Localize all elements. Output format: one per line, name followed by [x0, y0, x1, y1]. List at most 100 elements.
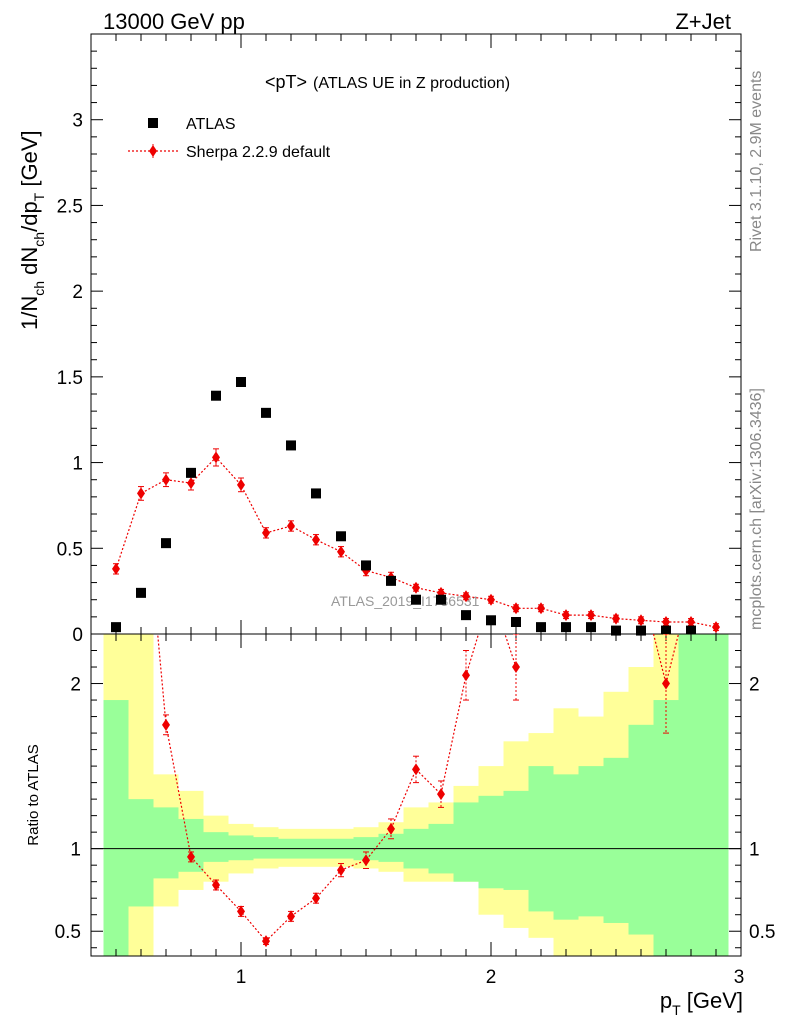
legend-sherpa-label: Sherpa 2.2.9 default — [186, 144, 331, 161]
sherpa-point — [537, 602, 545, 615]
sherpa-ratio-point — [437, 788, 445, 801]
sherpa-point — [212, 451, 220, 464]
plot-title: <pT> — [265, 72, 307, 92]
uncertainty-band-green — [703, 634, 729, 956]
sherpa-ratio-line-segment — [665, 634, 680, 684]
y-tick-label: 3 — [72, 111, 83, 132]
atlas-point — [111, 622, 121, 633]
sherpa-ratio-point — [187, 850, 195, 863]
sherpa-ratio-point — [362, 854, 370, 867]
sherpa-ratio-point — [162, 718, 170, 731]
ratio-panel: 0.5 0.5 1 1 2 2 1 2 3 Ratio to ATLAS pT [GeV] — [25, 633, 775, 1018]
energy-label: 13000 GeV pp — [103, 9, 245, 34]
uncertainty-band-green — [478, 795, 504, 889]
sherpa-point — [237, 478, 245, 491]
sherpa-point — [137, 487, 145, 500]
sherpa-point — [637, 614, 645, 627]
legend-sherpa-marker — [149, 145, 157, 157]
y-tick-label: 1.5 — [57, 368, 83, 389]
atlas-point — [211, 390, 221, 401]
sherpa-ratio-point — [262, 935, 270, 948]
sherpa-point — [512, 602, 520, 615]
atlas-point — [311, 488, 321, 499]
uncertainty-band-green — [228, 835, 254, 861]
atlas-point — [161, 538, 171, 549]
sherpa-point — [687, 616, 695, 628]
uncertainty-band-green — [603, 757, 629, 923]
atlas-point — [636, 625, 646, 636]
uncertainty-band-green — [678, 634, 704, 956]
sherpa-point — [562, 609, 570, 622]
uncertainty-band-green — [178, 818, 204, 872]
x-tick-label: 1 — [236, 967, 247, 988]
uncertainty-band-green — [128, 799, 154, 907]
atlas-point — [511, 617, 521, 627]
atlas-point — [286, 440, 296, 451]
sherpa-point — [612, 612, 620, 625]
atlas-point — [686, 625, 696, 636]
legend: ATLAS Sherpa 2.2.9 default — [128, 116, 331, 161]
y-tick-label: 2 — [72, 282, 83, 303]
atlas-point — [611, 625, 621, 636]
rivet-label: Rivet 3.1.10, 2.9M events — [748, 71, 765, 252]
y-tick-label: 0.5 — [57, 539, 83, 560]
x-axis-label: pT [GeV] — [660, 988, 743, 1018]
ratio-y-tick-label: 2 — [70, 675, 81, 696]
sherpa-point — [337, 545, 345, 558]
sherpa-point — [287, 520, 295, 532]
y-axis-label-sub: T — [31, 192, 47, 201]
atlas-point — [186, 467, 196, 478]
sherpa-ratio-point — [412, 763, 420, 776]
uncertainty-band-green — [628, 724, 654, 935]
atlas-point — [236, 377, 246, 387]
legend-atlas-label: ATLAS — [186, 116, 236, 133]
sherpa-ratio-point — [237, 905, 245, 918]
sherpa-ratio-point — [462, 669, 470, 682]
atlas-point — [586, 622, 596, 633]
uncertainty-band-green — [103, 700, 129, 956]
ratio-y-tick-label-right: 1 — [749, 840, 760, 861]
atlas-point — [411, 594, 421, 605]
y-axis-label-part: dN — [17, 247, 42, 281]
x-tick-label: 2 — [486, 967, 497, 988]
uncertainty-band-green — [253, 837, 279, 859]
y-axis-label-unit: [GeV] — [17, 130, 42, 192]
sherpa-point — [487, 593, 495, 606]
y-axis-label-sub: ch — [31, 281, 47, 296]
sherpa-point — [187, 477, 195, 490]
ratio-y-tick-label-right: 2 — [749, 675, 760, 696]
uncertainty-band-green — [528, 766, 554, 912]
uncertainty-band-yellow — [128, 634, 154, 956]
y-axis-label-part: /dp — [17, 201, 42, 232]
y-axis-label-sub: ch — [31, 232, 47, 247]
y-axis-label-part: 1/N — [17, 296, 42, 330]
sherpa-ratio-point — [312, 892, 320, 905]
y-tick-label: 0 — [72, 625, 83, 646]
uncertainty-band-green — [153, 807, 179, 879]
atlas-point — [386, 575, 396, 586]
atlas-point — [436, 594, 446, 605]
sherpa-point — [112, 562, 120, 575]
atlas-point — [486, 615, 496, 626]
sherpa-point — [662, 616, 670, 628]
main-panel: 0 0.5 1 1.5 2 2.5 3 <pT> (ATLAS UE in Z produc… — [17, 33, 742, 646]
atlas-point — [361, 560, 371, 571]
x-axis-label-main: p — [660, 988, 672, 1013]
plot-subtitle: (ATLAS UE in Z production) — [313, 75, 510, 92]
x-axis-label-sub: T — [672, 1002, 681, 1018]
sherpa-point — [262, 526, 270, 539]
sherpa-point — [587, 609, 595, 622]
mcplots-label: mcplots.cern.ch [arXiv:1306.3436] — [748, 388, 765, 630]
x-tick-label: 3 — [734, 967, 745, 988]
sherpa-point — [412, 581, 420, 594]
ratio-y-tick-label-right: 0.5 — [749, 922, 775, 943]
ratio-clipped-group — [157, 634, 680, 948]
atlas-point — [661, 625, 671, 636]
uncertainty-band-green — [578, 766, 604, 917]
sherpa-ratio-line — [157, 634, 517, 942]
atlas-point — [261, 407, 271, 418]
uncertainty-band-green — [653, 700, 679, 956]
sherpa-point — [312, 533, 320, 546]
uncertainty-band-green — [453, 802, 479, 882]
